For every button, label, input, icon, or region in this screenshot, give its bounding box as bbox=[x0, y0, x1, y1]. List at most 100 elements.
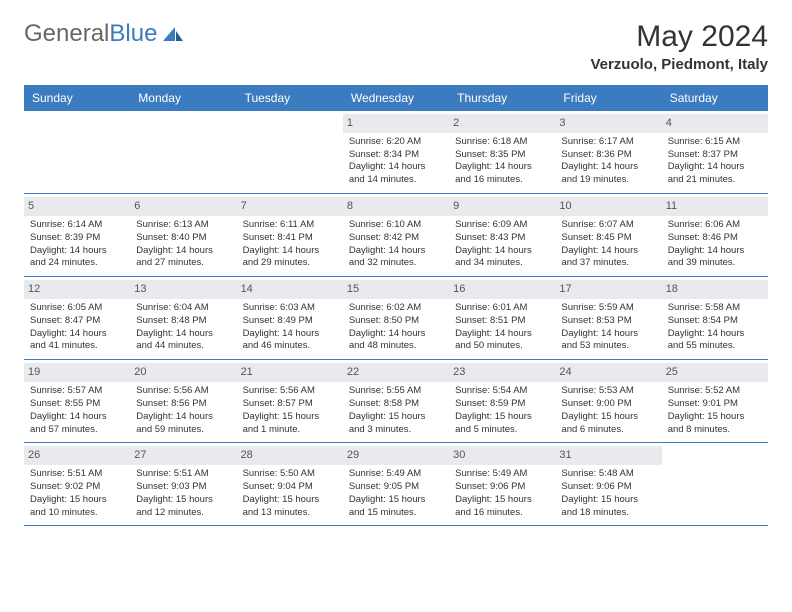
day-number: 25 bbox=[662, 363, 768, 382]
week-row: 19Sunrise: 5:57 AMSunset: 8:55 PMDayligh… bbox=[24, 360, 768, 443]
day-number: 17 bbox=[555, 280, 661, 299]
day-info: Sunrise: 5:56 AMSunset: 8:56 PMDaylight:… bbox=[136, 385, 230, 436]
day-info: Sunrise: 6:13 AMSunset: 8:40 PMDaylight:… bbox=[136, 219, 230, 270]
daylight-text: Daylight: 14 hours and 37 minutes. bbox=[561, 245, 655, 271]
day-cell: 26Sunrise: 5:51 AMSunset: 9:02 PMDayligh… bbox=[24, 443, 130, 525]
daylight-text: Daylight: 14 hours and 29 minutes. bbox=[243, 245, 337, 271]
logo-text: GeneralBlue bbox=[24, 20, 157, 48]
day-number: 27 bbox=[130, 446, 236, 465]
daylight-text: Daylight: 15 hours and 8 minutes. bbox=[668, 411, 762, 437]
day-info: Sunrise: 5:57 AMSunset: 8:55 PMDaylight:… bbox=[30, 385, 124, 436]
day-number: 22 bbox=[343, 363, 449, 382]
sunrise-text: Sunrise: 5:54 AM bbox=[455, 385, 549, 398]
sunset-text: Sunset: 8:48 PM bbox=[136, 315, 230, 328]
day-cell: 6Sunrise: 6:13 AMSunset: 8:40 PMDaylight… bbox=[130, 194, 236, 276]
logo-sail-icon bbox=[161, 25, 185, 43]
sunset-text: Sunset: 8:55 PM bbox=[30, 398, 124, 411]
sunrise-text: Sunrise: 6:04 AM bbox=[136, 302, 230, 315]
daylight-text: Daylight: 14 hours and 41 minutes. bbox=[30, 328, 124, 354]
daylight-text: Daylight: 14 hours and 50 minutes. bbox=[455, 328, 549, 354]
days-of-week-header: SundayMondayTuesdayWednesdayThursdayFrid… bbox=[24, 85, 768, 111]
daylight-text: Daylight: 14 hours and 53 minutes. bbox=[561, 328, 655, 354]
sunrise-text: Sunrise: 6:03 AM bbox=[243, 302, 337, 315]
day-cell bbox=[662, 443, 768, 525]
sunrise-text: Sunrise: 5:59 AM bbox=[561, 302, 655, 315]
daylight-text: Daylight: 14 hours and 24 minutes. bbox=[30, 245, 124, 271]
weeks-container: 1Sunrise: 6:20 AMSunset: 8:34 PMDaylight… bbox=[24, 111, 768, 526]
sunset-text: Sunset: 8:46 PM bbox=[668, 232, 762, 245]
sunset-text: Sunset: 9:05 PM bbox=[349, 481, 443, 494]
day-of-week-cell: Sunday bbox=[24, 85, 130, 111]
sunrise-text: Sunrise: 6:05 AM bbox=[30, 302, 124, 315]
day-number: 31 bbox=[555, 446, 661, 465]
day-info: Sunrise: 6:15 AMSunset: 8:37 PMDaylight:… bbox=[668, 136, 762, 187]
daylight-text: Daylight: 14 hours and 19 minutes. bbox=[561, 161, 655, 187]
day-number: 28 bbox=[237, 446, 343, 465]
sunset-text: Sunset: 8:41 PM bbox=[243, 232, 337, 245]
daylight-text: Daylight: 14 hours and 14 minutes. bbox=[349, 161, 443, 187]
day-cell: 1 Sunrise: 6:20 AMSunset: 8:34 PMDaylight… bbox=[343, 111, 449, 193]
sunrise-text: Sunrise: 6:06 AM bbox=[668, 219, 762, 232]
sunrise-text: Sunrise: 5:58 AM bbox=[668, 302, 762, 315]
day-cell: 19Sunrise: 5:57 AMSunset: 8:55 PMDayligh… bbox=[24, 360, 130, 442]
day-of-week-cell: Saturday bbox=[662, 85, 768, 111]
day-cell: 4Sunrise: 6:15 AMSunset: 8:37 PMDaylight… bbox=[662, 111, 768, 193]
daylight-text: Daylight: 15 hours and 5 minutes. bbox=[455, 411, 549, 437]
sunset-text: Sunset: 8:39 PM bbox=[30, 232, 124, 245]
sunset-text: Sunset: 8:59 PM bbox=[455, 398, 549, 411]
daylight-text: Daylight: 15 hours and 10 minutes. bbox=[30, 494, 124, 520]
daylight-text: Daylight: 14 hours and 32 minutes. bbox=[349, 245, 443, 271]
sunset-text: Sunset: 9:06 PM bbox=[455, 481, 549, 494]
sunrise-text: Sunrise: 6:10 AM bbox=[349, 219, 443, 232]
day-info: Sunrise: 6:17 AMSunset: 8:36 PMDaylight:… bbox=[561, 136, 655, 187]
day-cell: 10Sunrise: 6:07 AMSunset: 8:45 PMDayligh… bbox=[555, 194, 661, 276]
day-number: 30 bbox=[449, 446, 555, 465]
week-row: 5Sunrise: 6:14 AMSunset: 8:39 PMDaylight… bbox=[24, 194, 768, 277]
daylight-text: Daylight: 14 hours and 21 minutes. bbox=[668, 161, 762, 187]
daylight-text: Daylight: 14 hours and 46 minutes. bbox=[243, 328, 337, 354]
day-cell: 9Sunrise: 6:09 AMSunset: 8:43 PMDaylight… bbox=[449, 194, 555, 276]
day-number: 1 bbox=[343, 114, 449, 133]
day-info: Sunrise: 6:11 AMSunset: 8:41 PMDaylight:… bbox=[243, 219, 337, 270]
day-info: Sunrise: 6:05 AMSunset: 8:47 PMDaylight:… bbox=[30, 302, 124, 353]
sunrise-text: Sunrise: 6:18 AM bbox=[455, 136, 549, 149]
sunset-text: Sunset: 9:04 PM bbox=[243, 481, 337, 494]
daylight-text: Daylight: 14 hours and 59 minutes. bbox=[136, 411, 230, 437]
sunset-text: Sunset: 8:53 PM bbox=[561, 315, 655, 328]
logo-text-part2: Blue bbox=[109, 20, 157, 47]
daylight-text: Daylight: 14 hours and 57 minutes. bbox=[30, 411, 124, 437]
sunset-text: Sunset: 8:57 PM bbox=[243, 398, 337, 411]
sunrise-text: Sunrise: 6:20 AM bbox=[349, 136, 443, 149]
day-number: 3 bbox=[555, 114, 661, 133]
sunset-text: Sunset: 8:51 PM bbox=[455, 315, 549, 328]
day-number: 11 bbox=[662, 197, 768, 216]
day-number: 14 bbox=[237, 280, 343, 299]
sunset-text: Sunset: 8:34 PM bbox=[349, 149, 443, 162]
day-cell: 13Sunrise: 6:04 AMSunset: 8:48 PMDayligh… bbox=[130, 277, 236, 359]
day-cell: 24Sunrise: 5:53 AMSunset: 9:00 PMDayligh… bbox=[555, 360, 661, 442]
day-cell: 8Sunrise: 6:10 AMSunset: 8:42 PMDaylight… bbox=[343, 194, 449, 276]
day-of-week-cell: Friday bbox=[555, 85, 661, 111]
sunset-text: Sunset: 9:02 PM bbox=[30, 481, 124, 494]
day-info: Sunrise: 5:55 AMSunset: 8:58 PMDaylight:… bbox=[349, 385, 443, 436]
day-info: Sunrise: 5:58 AMSunset: 8:54 PMDaylight:… bbox=[668, 302, 762, 353]
day-cell: 23Sunrise: 5:54 AMSunset: 8:59 PMDayligh… bbox=[449, 360, 555, 442]
day-of-week-cell: Wednesday bbox=[343, 85, 449, 111]
day-of-week-cell: Tuesday bbox=[237, 85, 343, 111]
sunrise-text: Sunrise: 6:01 AM bbox=[455, 302, 549, 315]
sunset-text: Sunset: 8:50 PM bbox=[349, 315, 443, 328]
day-info: Sunrise: 6:07 AMSunset: 8:45 PMDaylight:… bbox=[561, 219, 655, 270]
day-cell: 21Sunrise: 5:56 AMSunset: 8:57 PMDayligh… bbox=[237, 360, 343, 442]
day-cell: 16Sunrise: 6:01 AMSunset: 8:51 PMDayligh… bbox=[449, 277, 555, 359]
daylight-text: Daylight: 14 hours and 39 minutes. bbox=[668, 245, 762, 271]
day-info: Sunrise: 5:48 AMSunset: 9:06 PMDaylight:… bbox=[561, 468, 655, 519]
sunset-text: Sunset: 9:00 PM bbox=[561, 398, 655, 411]
day-number: 15 bbox=[343, 280, 449, 299]
day-info: Sunrise: 6:02 AMSunset: 8:50 PMDaylight:… bbox=[349, 302, 443, 353]
day-number: 8 bbox=[343, 197, 449, 216]
day-info: Sunrise: 6:04 AMSunset: 8:48 PMDaylight:… bbox=[136, 302, 230, 353]
day-cell: 14Sunrise: 6:03 AMSunset: 8:49 PMDayligh… bbox=[237, 277, 343, 359]
daylight-text: Daylight: 15 hours and 3 minutes. bbox=[349, 411, 443, 437]
sunrise-text: Sunrise: 6:17 AM bbox=[561, 136, 655, 149]
sunset-text: Sunset: 9:01 PM bbox=[668, 398, 762, 411]
